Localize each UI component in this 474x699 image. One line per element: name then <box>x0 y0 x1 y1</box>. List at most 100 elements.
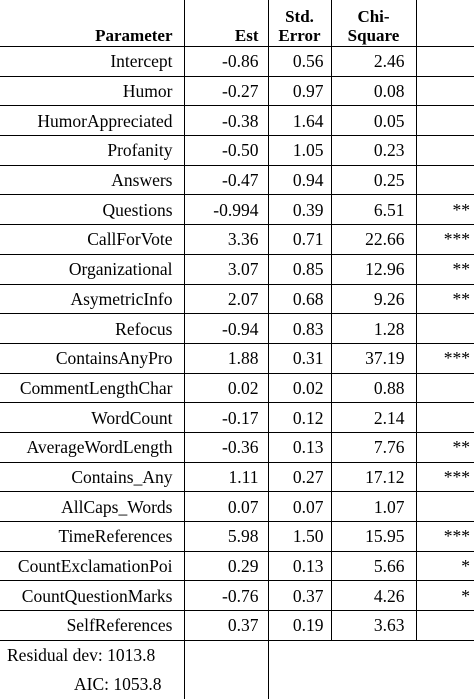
table-row: CountExclamationPoi 0.29 0.13 5.66 * <box>0 551 474 582</box>
std-error-cell: 0.12 <box>268 402 332 433</box>
parameter-cell: Refocus <box>0 313 185 344</box>
table-row: Intercept -0.86 0.56 2.46 <box>0 46 474 77</box>
header-parameter: Parameter <box>0 0 185 47</box>
estimate-cell: 3.36 <box>184 224 269 255</box>
significance-cell <box>416 135 474 166</box>
std-error-cell: 0.85 <box>268 254 332 285</box>
std-error-cell: 0.39 <box>268 194 332 226</box>
significance-cell: ** <box>416 254 474 285</box>
significance-cell: * <box>416 580 474 612</box>
chi-square-cell: 9.26 <box>331 284 417 315</box>
table-row: WordCount -0.17 0.12 2.14 <box>0 402 474 433</box>
aic-label: AIC: 1053.8 <box>0 669 185 699</box>
footer-row: Residual dev: 1013.8 <box>0 640 474 670</box>
chi-square-cell: 0.25 <box>331 165 417 196</box>
chi-square-cell: 15.95 <box>331 521 417 552</box>
std-error-cell: 0.07 <box>268 491 332 522</box>
estimate-cell: 1.88 <box>184 343 269 374</box>
chi-square-cell: 2.46 <box>331 46 417 77</box>
estimate-cell: -0.76 <box>184 580 269 612</box>
table-row: ContainsAnyPro 1.88 0.31 37.19 *** <box>0 343 474 374</box>
significance-cell: ** <box>416 432 474 463</box>
std-error-cell: 0.94 <box>268 165 332 196</box>
estimate-cell: -0.94 <box>184 313 269 344</box>
std-error-cell: 0.19 <box>268 610 332 641</box>
header-std-line2: Error <box>278 26 321 45</box>
std-error-cell: 0.13 <box>268 551 332 582</box>
std-error-cell: 0.71 <box>268 224 332 255</box>
estimate-cell: 0.07 <box>184 491 269 522</box>
table-row: CommentLengthChar 0.02 0.02 0.88 <box>0 373 474 404</box>
parameter-cell: TimeReferences <box>0 521 185 552</box>
significance-cell: * <box>416 551 474 582</box>
significance-cell: ** <box>416 194 474 226</box>
estimate-cell: -0.50 <box>184 135 269 166</box>
chi-square-cell: 22.66 <box>331 224 417 255</box>
estimate-cell: 0.29 <box>184 551 269 582</box>
significance-cell <box>416 105 474 137</box>
std-error-cell: 0.56 <box>268 46 332 77</box>
estimate-cell: 3.07 <box>184 254 269 285</box>
chi-square-cell: 0.05 <box>331 105 417 137</box>
std-error-cell: 0.13 <box>268 432 332 463</box>
header-significance <box>416 0 474 47</box>
table-row: Questions -0.994 0.39 6.51 ** <box>0 194 474 226</box>
estimate-cell: -0.27 <box>184 76 269 107</box>
significance-cell: *** <box>416 224 474 255</box>
chi-square-cell: 0.08 <box>331 76 417 107</box>
estimate-cell: 1.11 <box>184 462 269 493</box>
parameter-cell: Questions <box>0 194 185 226</box>
table-row: SelfReferences 0.37 0.19 3.63 <box>0 610 474 641</box>
chi-square-cell: 12.96 <box>331 254 417 285</box>
std-error-cell: 1.64 <box>268 105 332 137</box>
parameter-cell: AllCaps_Words <box>0 491 185 522</box>
table-row: CountQuestionMarks -0.76 0.37 4.26 * <box>0 580 474 612</box>
std-error-cell: 0.27 <box>268 462 332 493</box>
table-row: Refocus -0.94 0.83 1.28 <box>0 313 474 344</box>
significance-cell <box>416 402 474 433</box>
significance-cell <box>416 373 474 404</box>
parameter-cell: Humor <box>0 76 185 107</box>
estimate-cell: 0.37 <box>184 610 269 641</box>
header-std-line1: Std. <box>285 7 314 26</box>
estimate-cell: -0.36 <box>184 432 269 463</box>
estimate-cell: -0.47 <box>184 165 269 196</box>
parameter-cell: Answers <box>0 165 185 196</box>
table-row: Answers -0.47 0.94 0.25 <box>0 165 474 196</box>
significance-cell: *** <box>416 343 474 374</box>
table-row: AllCaps_Words 0.07 0.07 1.07 <box>0 491 474 522</box>
footer-row: AIC: 1053.8 <box>0 669 474 699</box>
table-row: AverageWordLength -0.36 0.13 7.76 ** <box>0 432 474 463</box>
significance-cell <box>416 46 474 77</box>
residual-dev-label: Residual dev: 1013.8 <box>0 640 185 670</box>
std-error-cell: 0.02 <box>268 373 332 404</box>
parameter-cell: AsymetricInfo <box>0 284 185 315</box>
chi-square-cell: 0.88 <box>331 373 417 404</box>
header-row: Parameter Est Std. Error Chi- Square <box>0 0 474 47</box>
estimate-cell: 0.02 <box>184 373 269 404</box>
parameter-cell: CommentLengthChar <box>0 373 185 404</box>
parameter-cell: ContainsAnyPro <box>0 343 185 374</box>
header-est: Est <box>184 0 269 47</box>
chi-square-cell: 3.63 <box>331 610 417 641</box>
parameter-cell: Intercept <box>0 46 185 77</box>
parameter-cell: CountQuestionMarks <box>0 580 185 612</box>
chi-square-cell: 17.12 <box>331 462 417 493</box>
parameter-cell: WordCount <box>0 402 185 433</box>
table-body: Intercept -0.86 0.56 2.46 Humor -0.27 0.… <box>0 46 474 699</box>
std-error-cell: 0.31 <box>268 343 332 374</box>
header-chi-line2: Square <box>347 26 400 45</box>
significance-cell: ** <box>416 284 474 315</box>
std-error-cell: 0.37 <box>268 580 332 612</box>
header-std-error: Std. Error <box>268 0 332 47</box>
footer-blank-cell <box>268 640 474 670</box>
parameter-cell: HumorAppreciated <box>0 105 185 137</box>
header-chi-square: Chi- Square <box>331 0 417 47</box>
significance-cell: *** <box>416 521 474 552</box>
chi-square-cell: 0.23 <box>331 135 417 166</box>
chi-square-cell: 4.26 <box>331 580 417 612</box>
parameter-cell: Organizational <box>0 254 185 285</box>
significance-cell <box>416 165 474 196</box>
estimate-cell: 5.98 <box>184 521 269 552</box>
estimate-cell: -0.994 <box>184 194 269 226</box>
